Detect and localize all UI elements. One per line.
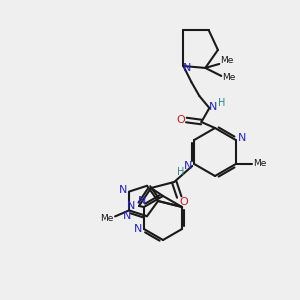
Text: N: N xyxy=(138,196,146,206)
Text: Me: Me xyxy=(220,56,234,65)
Text: N: N xyxy=(119,184,127,195)
Text: N: N xyxy=(183,63,192,73)
Text: O: O xyxy=(180,197,189,207)
Text: H: H xyxy=(218,98,225,108)
Text: Me: Me xyxy=(223,74,236,82)
Text: Me: Me xyxy=(100,214,114,223)
Text: O: O xyxy=(176,115,185,125)
Text: N: N xyxy=(123,212,131,221)
Text: H: H xyxy=(176,167,184,177)
Text: N: N xyxy=(127,201,135,211)
Text: N: N xyxy=(238,133,246,143)
Text: N: N xyxy=(209,102,218,112)
Text: N: N xyxy=(184,161,192,171)
Text: N: N xyxy=(134,224,142,234)
Text: Me: Me xyxy=(253,160,266,169)
